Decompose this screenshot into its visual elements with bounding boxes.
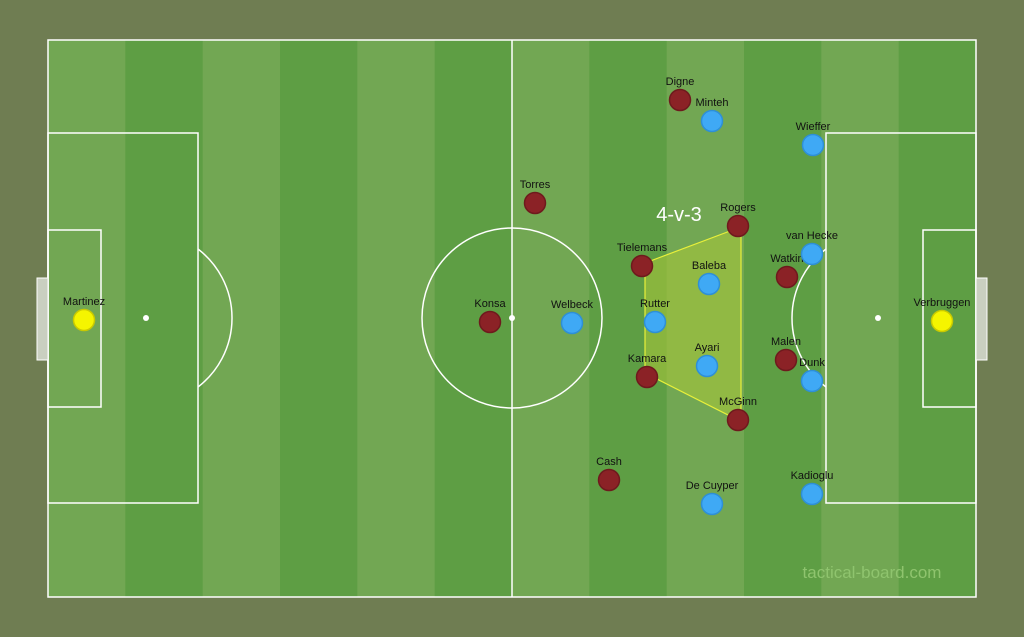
player-name: Konsa (474, 298, 506, 310)
pitch-stripe (280, 40, 358, 597)
player-token-red[interactable]: Rogers (720, 202, 756, 238)
zone-annotation: 4-v-3 (656, 204, 702, 226)
pitch-stripe (821, 40, 900, 597)
player-token-blue[interactable]: Welbeck (551, 299, 593, 335)
player-marker[interactable] (801, 133, 825, 157)
player-marker[interactable] (560, 311, 584, 335)
player-name: Tielemans (617, 242, 668, 254)
player-marker[interactable] (72, 308, 96, 332)
player-name: van Hecke (786, 230, 838, 242)
left-goal (36, 277, 49, 361)
right-goal (975, 277, 988, 361)
player-marker[interactable] (726, 408, 750, 432)
player-marker[interactable] (478, 310, 502, 334)
player-token-red[interactable]: Digne (666, 76, 695, 112)
player-token-red[interactable]: Cash (596, 456, 622, 492)
player-token-red[interactable]: Tielemans (617, 242, 668, 278)
player-marker[interactable] (700, 492, 724, 516)
player-token-blue[interactable]: Minteh (695, 97, 729, 133)
player-marker[interactable] (635, 365, 659, 389)
player-name: McGinn (719, 396, 757, 408)
player-token-red[interactable]: Torres (520, 179, 551, 215)
player-marker[interactable] (930, 309, 954, 333)
player-token-goalkeepers[interactable]: Verbruggen (914, 297, 971, 333)
player-name: Malen (771, 336, 801, 348)
player-name: Dunk (799, 357, 825, 369)
player-marker[interactable] (726, 214, 750, 238)
player-marker[interactable] (523, 191, 547, 215)
center-circle (421, 227, 603, 409)
watermark: tactical-board.com (803, 563, 942, 582)
player-token-blue[interactable]: Rutter (640, 298, 670, 334)
player-name: Watkin (770, 253, 803, 265)
right-penalty-spot (875, 315, 881, 321)
player-token-red[interactable]: Konsa (474, 298, 506, 334)
player-marker[interactable] (800, 369, 824, 393)
player-marker[interactable] (775, 265, 799, 289)
player-marker[interactable] (597, 468, 621, 492)
player-token-blue[interactable]: van Hecke (786, 230, 838, 266)
player-token-blue[interactable]: Baleba (692, 260, 727, 296)
player-token-blue[interactable]: Wieffer (796, 121, 831, 157)
player-name: Minteh (695, 97, 728, 109)
player-token-goalkeepers[interactable]: Martinez (63, 296, 105, 332)
player-marker[interactable] (668, 88, 692, 112)
player-name: Digne (666, 76, 695, 88)
player-token-blue[interactable]: De Cuyper (686, 480, 739, 516)
player-name: Baleba (692, 260, 727, 272)
player-marker[interactable] (774, 348, 798, 372)
player-name: Torres (520, 179, 551, 191)
center-spot (509, 315, 515, 321)
player-name: Rogers (720, 202, 756, 214)
pitch-stripe (125, 40, 204, 597)
pitch-stripe (357, 40, 436, 597)
pitch-stripe (434, 40, 513, 597)
player-name: Martinez (63, 296, 105, 308)
player-token-blue[interactable]: Kadioglu (791, 470, 834, 506)
player-marker[interactable] (643, 310, 667, 334)
player-token-red[interactable]: Malen (771, 336, 801, 372)
player-name: Verbruggen (914, 297, 971, 309)
player-token-red[interactable]: Kamara (628, 353, 667, 389)
player-name: Welbeck (551, 299, 593, 311)
players-layer: Digne Torres Rogers Tielemans Konsa Kamara McG… (63, 76, 971, 516)
player-name: Ayari (695, 342, 720, 354)
player-token-red[interactable]: McGinn (719, 396, 757, 432)
left-penalty-spot (143, 315, 149, 321)
player-name: Kamara (628, 353, 667, 365)
player-name: Wieffer (796, 121, 831, 133)
player-name: Kadioglu (791, 470, 834, 482)
player-token-red[interactable]: Watkin (770, 253, 804, 289)
player-marker[interactable] (700, 109, 724, 133)
player-name: De Cuyper (686, 480, 739, 492)
player-name: Cash (596, 456, 622, 468)
player-token-blue[interactable]: Dunk (799, 357, 825, 393)
pitch-stripe (202, 40, 281, 597)
pitch-markings (36, 39, 988, 598)
player-marker[interactable] (695, 354, 719, 378)
player-marker[interactable] (800, 482, 824, 506)
player-marker[interactable] (800, 242, 824, 266)
left-penalty-arc (197, 248, 233, 388)
player-name: Rutter (640, 298, 670, 310)
player-token-blue[interactable]: Ayari (695, 342, 720, 378)
player-marker[interactable] (697, 272, 721, 296)
player-marker[interactable] (630, 254, 654, 278)
